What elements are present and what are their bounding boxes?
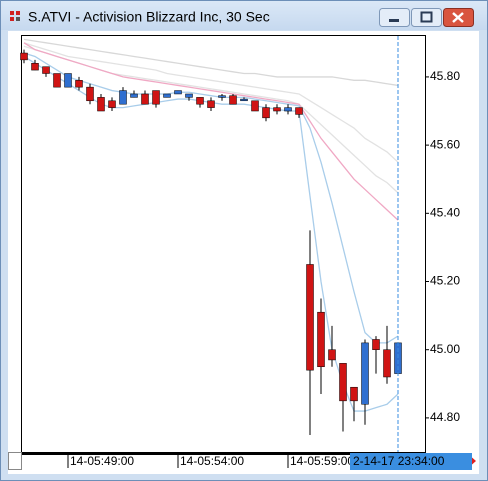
candle-body — [295, 107, 303, 115]
x-tick-label: 14-05:49:00 — [70, 454, 134, 468]
candle-body — [174, 90, 182, 95]
candle-body — [20, 52, 28, 61]
cursor-label-box — [350, 453, 472, 470]
candle-body — [350, 386, 358, 402]
candle-body — [196, 97, 204, 105]
maximize-button[interactable] — [411, 8, 442, 27]
x-tick-label: 14-05:59:00 — [290, 454, 354, 468]
candle-body — [75, 80, 83, 88]
candle-body — [53, 73, 61, 88]
candle-body — [97, 97, 105, 112]
candle-body — [339, 363, 347, 402]
candle-body — [262, 107, 270, 119]
y-tick-label: 45.60 — [430, 137, 460, 151]
y-tick-label: 45.40 — [430, 205, 460, 219]
candle-body — [119, 90, 127, 105]
candle-body — [372, 339, 380, 350]
y-tick-label: 45.20 — [430, 274, 460, 288]
plot: 44.80 45.00 45.20 45.40 45.60 45.80 14-05:49:0… — [20, 36, 472, 470]
candle-body — [163, 93, 171, 98]
close-button[interactable] — [443, 8, 474, 27]
y-tick-label: 44.80 — [430, 410, 460, 424]
candle-body — [240, 98, 248, 102]
plot-frame — [21, 35, 426, 453]
candle-body — [218, 95, 226, 98]
candle-body — [86, 86, 94, 102]
candle-body — [317, 311, 325, 368]
candle-body — [31, 63, 39, 71]
candle-body — [42, 66, 50, 74]
overlay-line — [23, 42, 399, 163]
candle-body — [185, 93, 193, 98]
candle-body — [229, 95, 237, 105]
candle-body — [383, 349, 391, 378]
window-title: S.ATVI - Activision Blizzard Inc, 30 Sec — [28, 9, 270, 25]
candle-body — [328, 349, 336, 361]
candle-body — [361, 342, 369, 405]
candle-body — [306, 264, 314, 371]
cursor-label: 2-14-17 23:34:00 — [353, 454, 445, 468]
candle-body — [130, 93, 138, 98]
overlay-line — [23, 52, 399, 344]
overlay-line — [23, 38, 399, 87]
y-tick-label: 45.00 — [430, 342, 460, 356]
candle-body — [64, 73, 72, 88]
app-icon — [10, 11, 20, 21]
candle-body — [141, 93, 149, 105]
overlay-line — [23, 42, 399, 221]
candle-body — [152, 90, 160, 105]
candle-body — [284, 107, 292, 112]
candle-body — [108, 100, 116, 108]
candle-body — [273, 107, 281, 112]
candle-body — [207, 100, 215, 108]
candle-body — [251, 100, 259, 112]
y-tick-label: 45.80 — [430, 69, 460, 83]
x-tick-label: 14-05:54:00 — [180, 454, 244, 468]
scroll-box[interactable] — [8, 452, 22, 470]
minimize-button[interactable] — [379, 8, 410, 27]
